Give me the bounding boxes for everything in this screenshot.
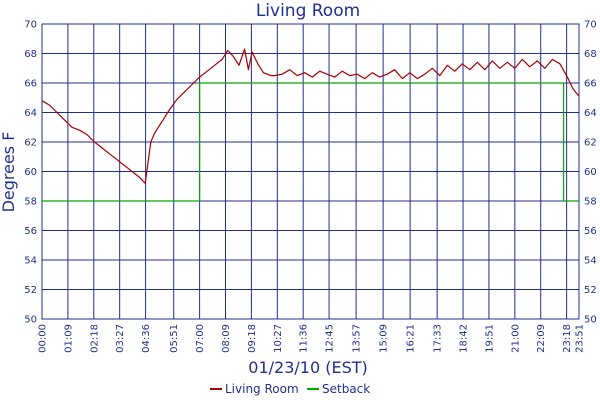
series-line-setback [42,82,579,202]
series-line-living-room [41,48,580,184]
x-tick-label: 22:09 [536,324,547,353]
y-tick-label-left: 66 [24,79,37,90]
y-tick-label-right: 60 [584,167,597,178]
y-tick-label-left: 58 [24,197,37,208]
y-axis-left: 50 52 54 56 58 60 62 64 66 68 70 [24,20,37,326]
y-tick-label-left: 62 [24,138,37,149]
x-axis: 00:00 01:09 02:18 03:27 04:36 05:51 07:00 08:09… [38,324,586,353]
series-group [41,48,580,202]
y-tick-label-left: 56 [24,226,37,237]
y-tick-label-left: 52 [24,285,37,296]
x-tick-label: 10:27 [273,324,284,353]
y-axis-label: Degrees F [0,132,18,213]
y-axis-right: 50 52 54 56 58 60 62 64 66 68 70 [584,20,597,326]
y-tick-label-right: 66 [584,79,597,90]
x-tick-label: 23:51 [575,324,586,353]
x-tick-label: 09:18 [247,324,258,353]
y-tick-label-right: 70 [584,20,597,31]
x-tick-label: 16:21 [406,324,417,353]
x-tick-label: 00:00 [38,324,49,353]
x-tick-label: 21:00 [510,324,521,353]
x-tick-label: 13:57 [352,324,363,353]
y-tick-label-right: 54 [584,256,597,267]
y-tick-label-right: 68 [584,49,597,60]
y-tick-label-left: 54 [24,256,37,267]
chart-title: Living Room [256,1,360,21]
y-tick-label-right: 50 [584,315,597,326]
y-tick-label-right: 62 [584,138,597,149]
x-tick-label: 18:42 [459,324,470,353]
x-tick-label: 19:51 [484,324,495,353]
x-tick-label: 23:18 [562,324,573,353]
plot-area-border [41,23,580,320]
y-tick-label-right: 52 [584,285,597,296]
x-tick-label: 01:09 [63,324,74,353]
y-tick-label-right: 56 [584,226,597,237]
legend: Living Room Setback [210,382,370,396]
x-axis-label: 01/23/10 (EST) [248,358,367,377]
x-tick-label: 07:00 [195,324,206,353]
y-tick-label-left: 50 [24,315,37,326]
y-tick-label-left: 68 [24,49,37,60]
x-tick-label: 05:51 [169,324,180,353]
x-tick-label: 04:36 [141,324,152,353]
x-tick-label: 08:09 [221,324,232,353]
x-tick-label: 02:18 [89,324,100,353]
y-tick-label-left: 60 [24,167,37,178]
x-tick-label: 11:36 [299,324,310,353]
x-tick-label: 15:09 [379,324,390,353]
y-tick-label-right: 58 [584,197,597,208]
x-tick-label: 12:45 [325,324,336,353]
legend-label-living-room: Living Room [225,382,299,396]
y-tick-label-left: 64 [24,108,37,119]
y-tick-label-right: 64 [584,108,597,119]
x-tick-label: 17:33 [433,324,444,353]
y-tick-label-left: 70 [24,20,37,31]
x-tick-label: 03:27 [115,324,126,353]
legend-label-setback: Setback [322,382,370,396]
